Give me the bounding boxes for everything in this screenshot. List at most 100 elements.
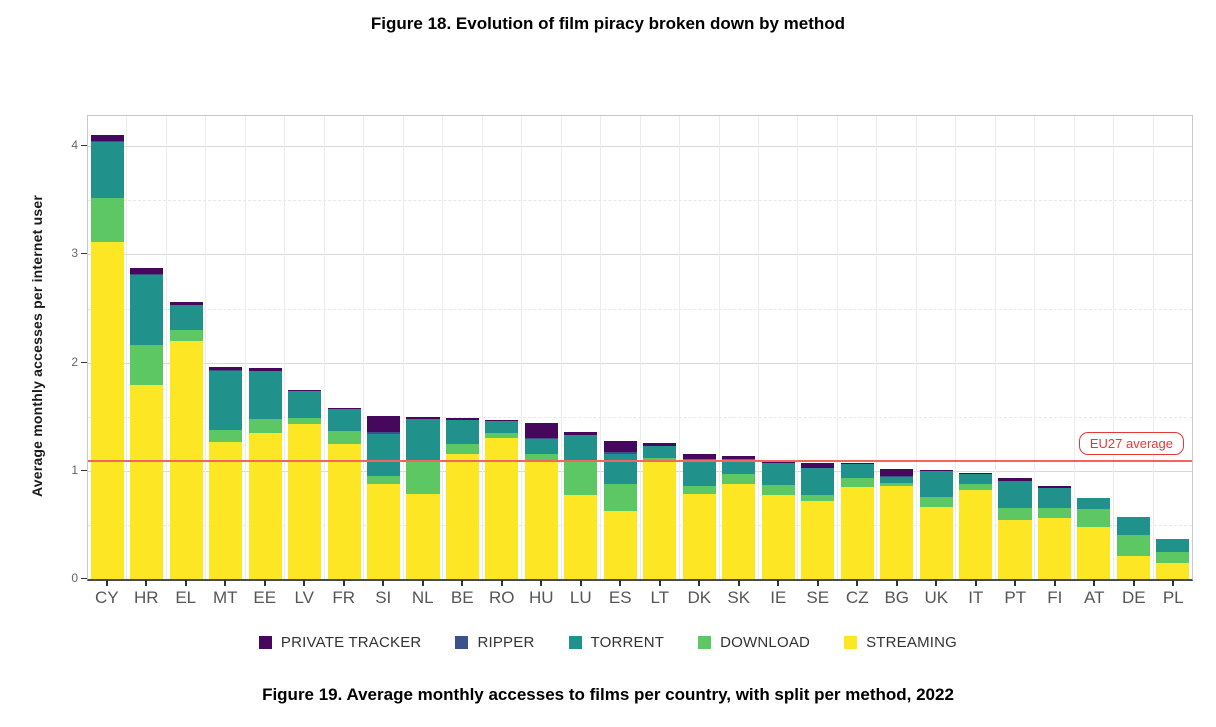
bar-segment-download-LT [643,457,677,462]
x-tick-mark [698,580,701,586]
stacked-bar-HR [130,267,164,579]
bar-segment-private-tracker-RO [485,420,519,422]
x-tick-label-LV: LV [294,588,315,607]
bar-segment-download-LU [564,462,598,495]
bar-segment-streaming-IE [761,494,795,579]
bars-container [88,116,1192,579]
stacked-bar-HU [524,423,558,579]
x-slot-IE: IE [759,580,799,614]
bar-segment-streaming-PT [998,519,1032,579]
bar-segment-streaming-HU [524,460,558,579]
stacked-bar-PL [1156,539,1190,579]
stacked-bar-DK [682,453,716,579]
figure19-caption: Figure 19. Average monthly accesses to f… [262,685,954,704]
bar-slot-PL [1152,116,1192,579]
bar-slot-UK [915,116,955,579]
x-slot-SE: SE [798,580,838,614]
bar-segment-private-tracker-LU [564,431,598,436]
stacked-bar-MT [209,367,243,579]
bar-segment-download-PT [998,507,1032,520]
x-tick-mark [540,580,543,586]
y-tick-label-2: 2 [71,354,78,369]
stacked-bar-FI [1037,485,1072,579]
bar-slot-DK [679,116,718,579]
bar-slot-ES [600,116,639,579]
y-tick-mark [81,469,87,471]
bar-segment-private-tracker-UK [919,469,953,471]
x-tick-mark [500,580,503,586]
x-tick-label-PT: PT [1004,588,1027,607]
bar-segment-torrent-FI [1037,488,1072,508]
legend-label: PRIVATE TRACKER [280,634,422,651]
bar-slot-MT [205,116,244,579]
bar-segment-streaming-BE [445,453,479,579]
eu27-average-line [88,460,1192,462]
bar-slot-SI [363,116,402,579]
legend-item-private-tracker: PRIVATE TRACKER [258,634,422,651]
y-tick-mark [81,578,87,579]
bar-segment-download-ES [603,483,637,511]
bar-segment-private-tracker-SK [722,455,756,460]
bar-segment-streaming-BG [880,486,914,579]
x-slot-EE: EE [245,580,285,614]
x-tick-label-EL: EL [175,588,197,607]
bar-segment-torrent-UK [919,470,953,497]
bar-segment-download-LV [288,417,322,425]
bar-segment-ripper-HR [130,274,164,276]
stacked-bar-EL [169,302,203,579]
bar-slot-LT [639,116,679,579]
bar-segment-streaming-IT [959,490,993,579]
bar-segment-download-DE [1116,534,1150,557]
eu27-average-label: EU27 average [1078,432,1184,455]
bar-slot-NL [402,116,442,579]
bar-segment-download-SK [722,474,756,484]
bar-segment-private-tracker-DK [682,453,716,459]
x-tick-mark [421,580,424,586]
bar-segment-torrent-SE [801,467,835,495]
bar-segment-torrent-ES [603,453,637,484]
bar-segment-private-tracker-MT [209,367,243,371]
y-axis-title: Average monthly accesses per internet us… [29,195,45,498]
bar-segment-torrent-RO [485,421,519,434]
legend-swatch-icon [455,636,469,649]
bar-segment-private-tracker-NL [406,416,440,419]
bar-segment-torrent-CY [90,141,124,199]
bar-segment-private-tracker-SI [366,415,401,432]
bar-slot-IT [955,116,994,579]
x-tick-label-PL: PL [1162,588,1184,607]
x-tick-mark [145,580,148,586]
bar-segment-private-tracker-FR [327,408,361,410]
bar-segment-torrent-EL [169,305,203,331]
x-tick-mark [1172,580,1175,586]
x-slot-FR: FR [324,580,364,614]
x-tick-label-RO: RO [489,588,515,607]
bar-slot-CY [88,116,126,579]
bar-segment-streaming-FI [1037,518,1072,579]
x-tick-mark [737,580,740,586]
stacked-bar-BE [445,417,479,579]
bar-segment-torrent-SK [722,459,756,475]
stacked-bar-CZ [840,463,874,579]
stacked-bar-AT [1077,497,1111,579]
x-tick-label-DE: DE [1121,588,1146,607]
x-tick-mark [658,580,661,586]
bar-segment-torrent-PL [1156,539,1190,553]
bar-slot-EL [165,116,205,579]
bar-segment-torrent-IE [761,463,795,485]
stacked-bar-PT [998,478,1032,579]
bar-segment-torrent-LU [564,435,598,463]
x-tick-mark [1132,580,1135,586]
bar-segment-ripper-CY [90,140,124,142]
x-slot-CZ: CZ [838,580,878,614]
bar-segment-streaming-DE [1116,556,1150,579]
bar-segment-private-tracker-IT [959,473,993,475]
x-tick-mark [895,580,898,586]
bar-segment-torrent-EE [248,371,282,419]
x-tick-label-SI: SI [375,588,392,607]
x-tick-mark [342,580,345,586]
stacked-bar-LV [288,389,322,579]
legend-swatch-icon [258,636,272,649]
bar-segment-torrent-LT [643,446,677,458]
x-slot-LU: LU [561,580,601,614]
